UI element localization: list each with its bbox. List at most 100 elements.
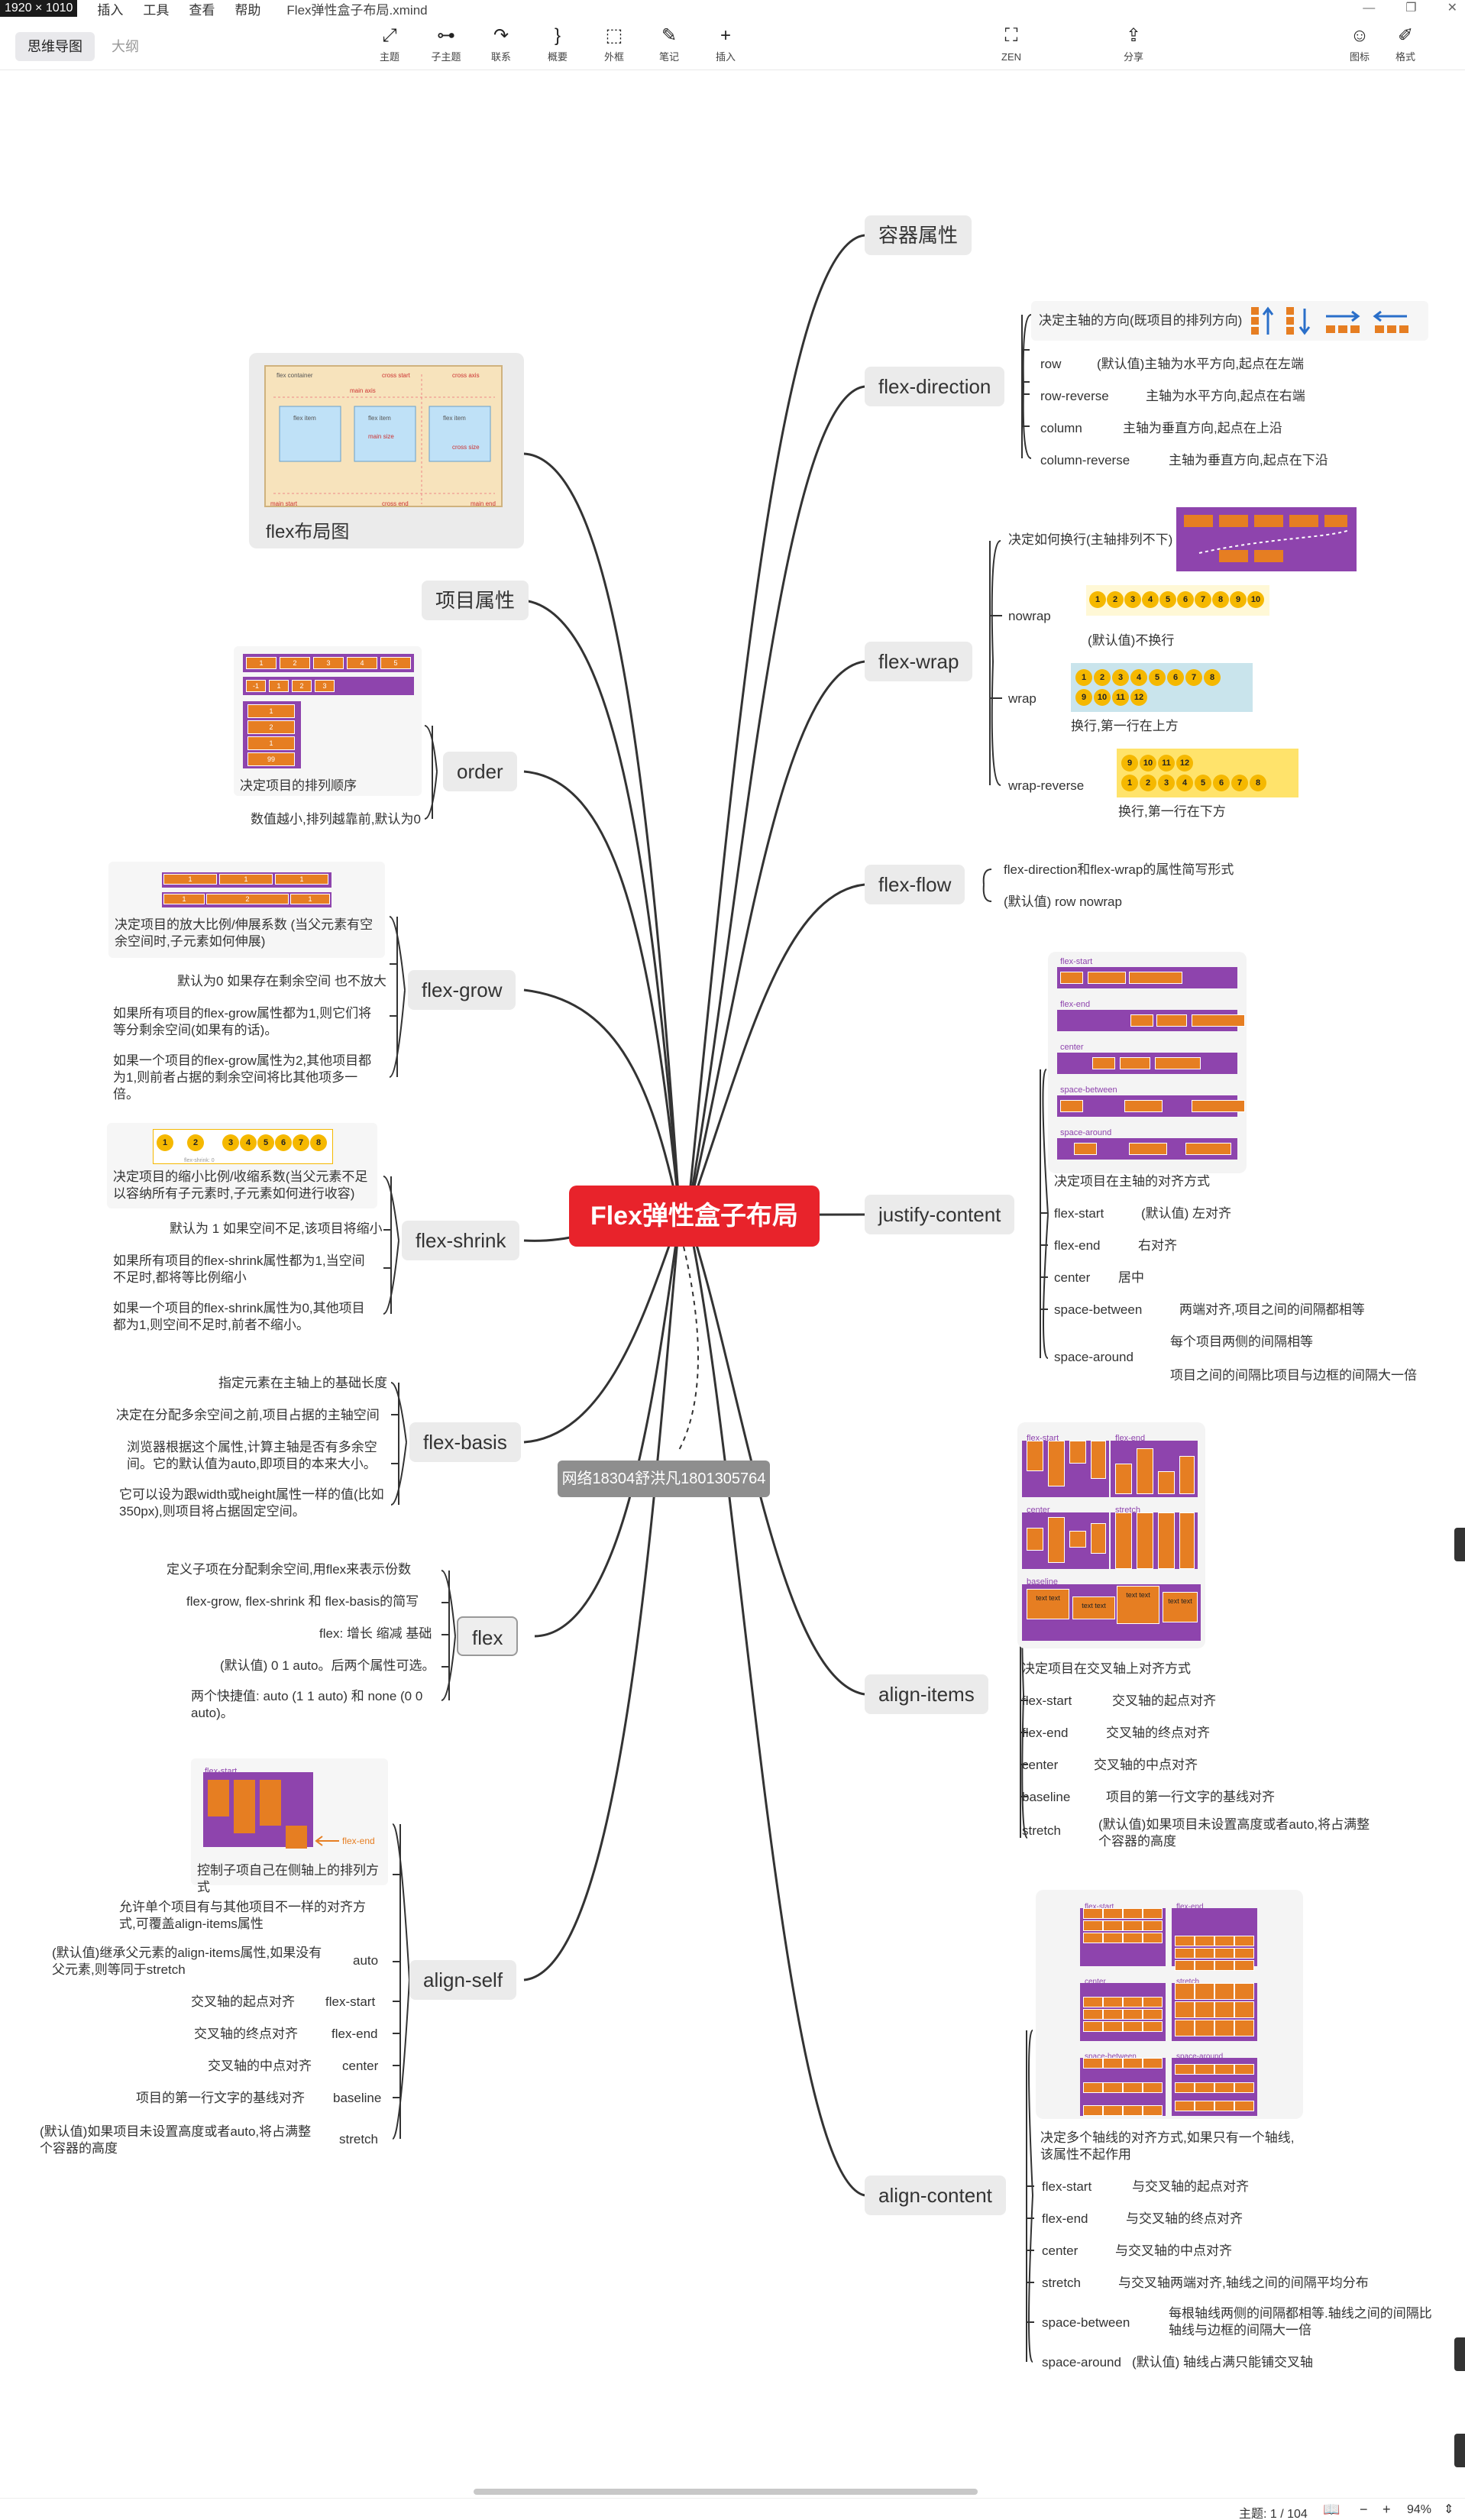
wrap-nowrap-label: nowrap [1008,609,1051,623]
note-tool[interactable]: ✎ 笔记 [646,21,692,69]
ac-box-5 [1172,2058,1257,2116]
topic-align-content[interactable]: align-content [865,2175,1006,2215]
ai-key-4: stretch [1022,1823,1062,1838]
topic-flex-flow[interactable]: flex-flow [865,865,965,904]
ac-block-4-1-3 [1143,2082,1163,2093]
menu-tools[interactable]: 工具 [143,2,170,18]
menu-help[interactable]: 帮助 [234,2,261,18]
topic-flex-wrap[interactable]: flex-wrap [865,642,973,681]
fd-key-2: column [1040,421,1082,435]
book-icon[interactable]: 📖 [1323,2502,1340,2517]
ac-block-0-1-2 [1123,1920,1143,1931]
zen-tool[interactable]: ⛶ ZEN [988,21,1034,69]
topic-tool[interactable]: ⤢ 主题 [367,21,412,69]
tab-outline[interactable]: 大纲 [112,39,139,54]
topic-flex-direction[interactable]: flex-direction [865,367,1005,406]
ac-block-1-2-1 [1195,1960,1214,1971]
ac-block-4-2-3 [1143,2105,1163,2116]
insert-icon: + [720,25,731,46]
fd-value-3: 主轴为垂直方向,起点在下沿 [1169,453,1328,467]
menu-view[interactable]: 查看 [189,2,215,18]
ac-block-3-2-1 [1195,2020,1214,2036]
relation-tool[interactable]: ↷ 联系 [478,21,524,69]
horizontal-scrollbar[interactable] [474,2489,978,2495]
flex-grow-default: 默认为0 如果存在剩余空间 也不放大 [177,974,386,988]
topic-order[interactable]: order [443,752,517,791]
icon-tool[interactable]: ☺ 图标 [1337,21,1383,69]
ai-base-block-1: text text [1072,1596,1115,1619]
format-tool[interactable]: ✐ 格式 [1383,21,1428,69]
ac-key-4: space-between [1042,2315,1130,2330]
restore-icon[interactable]: ❐ [1405,2,1417,15]
order-block-c-0: 1 [247,704,295,718]
share-tool[interactable]: ⇪ 分享 [1111,21,1156,69]
topic-item-props[interactable]: 项目属性 [422,581,529,620]
ac-block-2-0-3 [1143,1997,1163,2007]
summary-tool[interactable]: } 概要 [535,21,581,69]
ball-11: 11 [1158,755,1175,772]
ai-box-1 [1111,1441,1198,1497]
zoom-out-icon[interactable]: − [1360,2502,1368,2517]
topic-justify-content[interactable]: justify-content [865,1195,1015,1234]
jc-key-2: center [1054,1270,1091,1285]
shrink-ball-6: 6 [275,1134,292,1151]
order-block-a-3: 4 [347,657,377,669]
zoom-level[interactable]: 94% [1407,2503,1432,2516]
grow-block-a-0: 1 [163,874,217,885]
chevron-updown-icon[interactable]: ⇕ [1444,2503,1454,2516]
fl-cross-size: cross size [452,444,480,451]
topic-container-props[interactable]: 容器属性 [865,215,972,255]
ac-block-3-1-2 [1214,2001,1234,2018]
ac-value-4: 每根轴线两侧的间隔都相等.轴线之间的间隔比轴线与边框的间隔大一倍 [1169,2306,1432,2337]
menu-insert[interactable]: 插入 [97,2,124,18]
boundary-label: 外框 [603,51,624,63]
ai-block-3-1 [1137,1512,1153,1569]
ac-block-3-2-2 [1214,2020,1234,2036]
zoom-in-icon[interactable]: + [1383,2502,1391,2517]
side-panel-handle[interactable] [1454,2337,1465,2371]
flex-direction-desc: 决定主轴的方向(既项目的排列方向) [1031,301,1428,341]
insert-label: 插入 [715,51,736,63]
topic-flex-grow[interactable]: flex-grow [408,970,516,1010]
ai-value-4: (默认值)如果项目未设置高度或者auto,将占满整个容器的高度 [1098,1817,1370,1849]
align-self-key-3: center [342,2059,379,2073]
jc-block-1-1 [1156,1014,1187,1027]
relation-icon: ↷ [493,25,509,46]
jc-block-4-1 [1129,1143,1167,1155]
side-panel-handle[interactable] [1454,2434,1465,2467]
ac-value-0: 与交叉轴的起点对齐 [1132,2179,1249,2194]
ac-box-3 [1172,1983,1257,2041]
fd-key-0: row [1040,357,1062,371]
boundary-icon: ⬚ [605,25,623,46]
boundary-tool[interactable]: ⬚ 外框 [591,21,637,69]
ac-label-1: flex-end [1176,1903,1204,1911]
topic-flex[interactable]: flex [457,1616,519,1656]
close-icon[interactable]: ✕ [1447,2,1457,15]
central-topic[interactable]: Flex弹性盒子布局 [569,1186,820,1247]
ball-1: 1 [1075,669,1092,686]
insert-tool[interactable]: + 插入 [703,21,749,69]
minimize-icon[interactable]: — [1363,2,1376,15]
topic-align-self[interactable]: align-self [409,1960,517,2000]
topic-flex-shrink[interactable]: flex-shrink [402,1221,520,1260]
ac-value-2: 与交叉轴的中点对齐 [1115,2243,1232,2258]
order-image: 1 2 3 4 5 -1 1 2 3 1 2 1 99 [243,654,416,768]
ac-block-5-1-3 [1234,2082,1254,2093]
shrink-ball-2: 2 [187,1134,204,1151]
ball-4: 4 [1130,669,1147,686]
subtopic-tool[interactable]: ⊶ 子主题 [423,21,469,69]
topic-align-items[interactable]: align-items [865,1674,988,1714]
topic-count: 主题: 1 / 104 [1239,2508,1308,2520]
order-row-2: -1 1 2 3 [243,677,414,695]
topic-flex-basis[interactable]: flex-basis [409,1422,521,1462]
ac-key-0: flex-start [1042,2179,1092,2194]
ac-block-0-0-1 [1103,1908,1123,1919]
tab-mindmap[interactable]: 思维导图 [15,32,95,61]
flex-layout-card[interactable]: flex container main start main axis main… [249,353,524,548]
side-panel-handle[interactable] [1454,1528,1465,1561]
order-desc: 决定项目的排列顺序 [240,778,357,793]
order-col: 1 2 1 99 [243,701,301,768]
wrap-note: 换行,第一行在上方 [1071,719,1179,733]
